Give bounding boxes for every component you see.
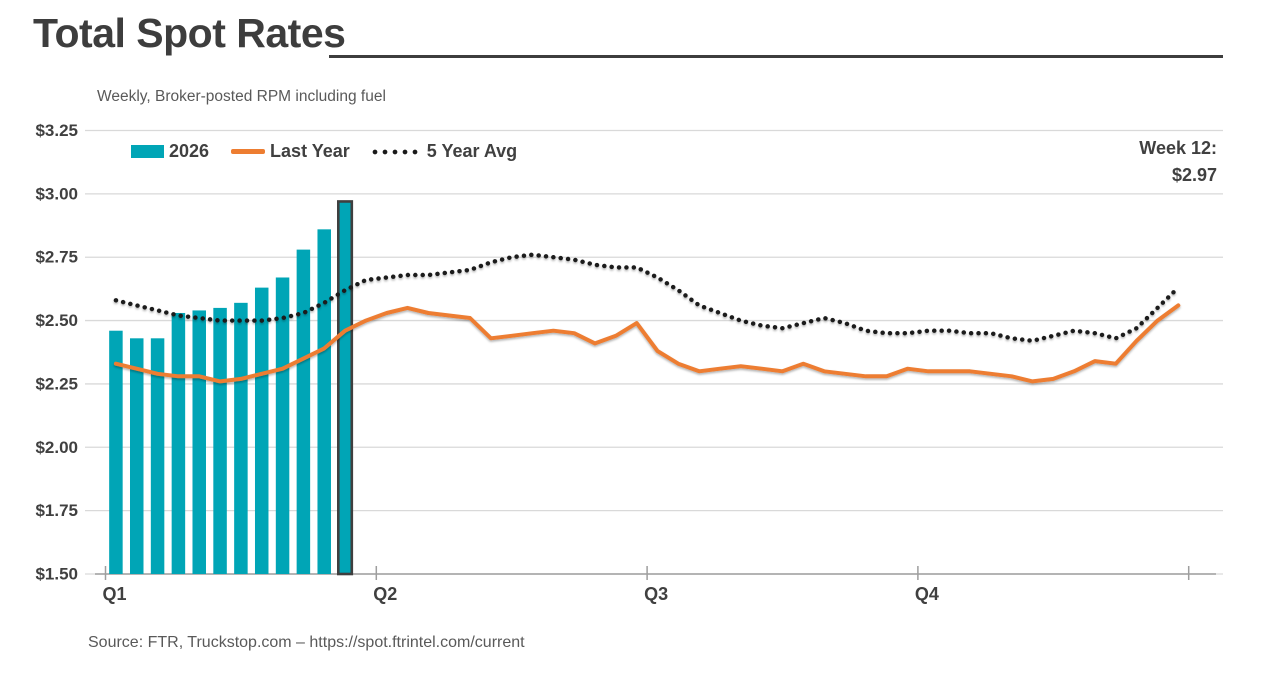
y-tick-label: $2.00	[35, 438, 78, 457]
bar-week-1	[109, 330, 123, 574]
y-tick-label: $1.75	[35, 501, 78, 520]
legend-swatch-dots-icon	[371, 148, 422, 155]
y-tick-label: $2.50	[35, 311, 78, 330]
last-year-line	[113, 303, 1181, 384]
legend-item-5-year-avg: 5 Year Avg	[371, 141, 518, 162]
five-year-avg-line	[113, 252, 1181, 344]
legend-label-2026: 2026	[169, 141, 210, 161]
bar-week-3	[150, 338, 165, 574]
legend-label-last-year: Last Year	[270, 141, 350, 161]
current-week-callout: Week 12: $2.97	[1139, 135, 1217, 189]
chart-legend: 2026 Last Year 5 Year Avg	[131, 141, 517, 162]
bar-current-week-12	[337, 200, 354, 576]
legend-swatch-bar-icon	[131, 145, 164, 158]
y-tick-label: $2.25	[35, 374, 78, 393]
legend-item-2026: 2026	[131, 141, 209, 162]
page-title: Total Spot Rates	[33, 10, 346, 56]
bar-week-4	[171, 312, 186, 574]
legend-item-last-year: Last Year	[231, 141, 350, 162]
legend-label-5-year-avg: 5 Year Avg	[426, 141, 518, 161]
callout-week-label: Week 12:	[1139, 138, 1217, 158]
x-tick-label-Q2: Q2	[373, 584, 397, 604]
callout-value: $2.97	[1171, 165, 1217, 185]
bar-week-11	[317, 229, 331, 574]
x-tick-label-Q4: Q4	[915, 584, 939, 604]
source-note: Source: FTR, Truckstop.com – https://spo…	[88, 634, 525, 651]
y-tick-label: $2.75	[35, 248, 78, 267]
y-tick-label: $3.00	[35, 184, 78, 203]
title-underline-rule	[329, 55, 1223, 58]
x-tick-label-Q3: Q3	[644, 584, 668, 604]
bar-week-8	[254, 287, 269, 574]
bar-week-6	[213, 307, 227, 574]
bar-week-5	[192, 310, 206, 574]
bar-week-2	[129, 338, 144, 574]
x-tick-label-Q1: Q1	[103, 584, 127, 604]
y-tick-label: $3.25	[35, 121, 78, 140]
bar-week-7	[234, 302, 248, 574]
chart-subtitle: Weekly, Broker-posted RPM including fuel	[97, 88, 386, 105]
bar-week-9	[275, 277, 290, 574]
bar-week-10	[296, 249, 311, 574]
legend-swatch-line-icon	[231, 149, 266, 154]
y-tick-label: $1.50	[35, 565, 78, 584]
